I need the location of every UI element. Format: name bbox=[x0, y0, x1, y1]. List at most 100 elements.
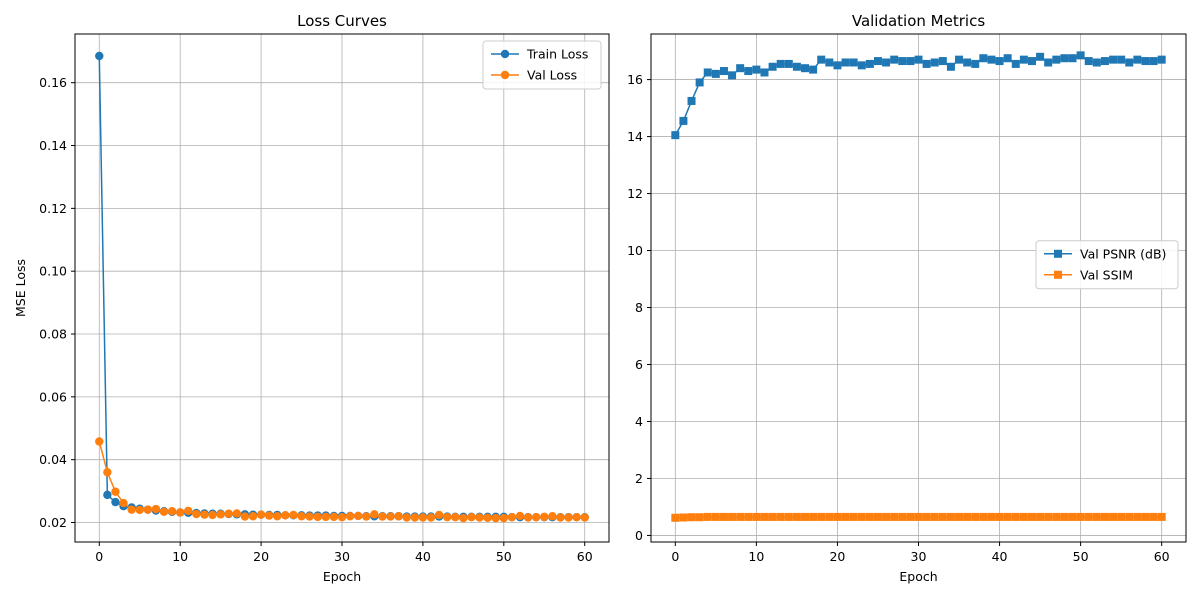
data-point bbox=[1125, 58, 1134, 67]
data-point bbox=[882, 58, 891, 67]
data-point bbox=[760, 68, 769, 77]
data-point bbox=[728, 71, 737, 80]
data-point bbox=[833, 512, 842, 521]
data-point bbox=[687, 513, 696, 522]
data-point bbox=[572, 512, 581, 522]
data-point bbox=[1027, 512, 1036, 521]
data-point bbox=[337, 512, 347, 522]
data-point bbox=[825, 58, 834, 67]
data-point bbox=[1100, 57, 1109, 66]
data-point bbox=[499, 513, 509, 523]
data-point bbox=[744, 512, 753, 521]
data-point bbox=[817, 55, 826, 64]
data-point bbox=[151, 504, 161, 514]
data-point bbox=[1084, 57, 1093, 66]
data-point bbox=[491, 513, 500, 523]
data-point bbox=[711, 512, 720, 521]
data-point bbox=[817, 512, 826, 521]
data-point bbox=[1141, 512, 1150, 521]
data-point bbox=[865, 59, 874, 68]
data-point bbox=[776, 512, 785, 521]
data-point bbox=[111, 497, 120, 507]
data-point bbox=[1076, 51, 1085, 60]
data-point bbox=[1092, 512, 1101, 521]
data-point bbox=[1157, 55, 1166, 64]
data-point bbox=[914, 512, 923, 521]
data-point bbox=[548, 512, 557, 521]
data-point bbox=[1149, 57, 1158, 66]
data-point bbox=[1125, 512, 1134, 521]
data-point bbox=[744, 67, 753, 76]
data-point bbox=[167, 507, 177, 516]
data-point bbox=[801, 512, 810, 521]
chart-title: Loss Curves bbox=[297, 12, 387, 30]
y-tick-label: 0.06 bbox=[39, 389, 67, 404]
data-point bbox=[507, 512, 517, 522]
legend-label: Train Loss bbox=[526, 47, 588, 62]
data-point bbox=[1044, 58, 1053, 67]
data-point bbox=[208, 510, 217, 520]
y-tick-label: 0.10 bbox=[39, 264, 67, 279]
data-point bbox=[890, 512, 899, 521]
data-point bbox=[175, 508, 185, 517]
data-point bbox=[930, 512, 939, 521]
x-tick-label: 30 bbox=[334, 549, 350, 564]
data-point bbox=[273, 512, 282, 521]
data-point bbox=[370, 510, 379, 519]
data-point bbox=[703, 68, 712, 77]
data-point bbox=[467, 512, 476, 522]
data-point bbox=[378, 512, 387, 521]
data-point bbox=[386, 512, 395, 521]
data-point bbox=[695, 78, 704, 87]
data-point bbox=[736, 512, 745, 521]
data-point bbox=[1019, 512, 1028, 521]
data-point bbox=[451, 512, 460, 522]
data-point bbox=[515, 511, 525, 521]
data-point bbox=[1109, 55, 1118, 64]
data-point bbox=[434, 510, 444, 520]
data-point bbox=[736, 64, 745, 73]
data-point bbox=[289, 510, 298, 520]
data-point bbox=[313, 512, 322, 522]
data-point bbox=[523, 513, 533, 522]
data-point bbox=[922, 59, 931, 68]
data-point bbox=[475, 513, 484, 522]
data-point bbox=[305, 512, 314, 521]
y-tick-label: 14 bbox=[627, 129, 643, 144]
plot-area bbox=[95, 51, 589, 523]
data-point bbox=[95, 51, 104, 61]
data-point bbox=[768, 512, 777, 521]
data-point bbox=[1133, 512, 1142, 521]
data-point bbox=[184, 506, 193, 516]
legend-label: Val Loss bbox=[527, 68, 577, 83]
x-tick-label: 20 bbox=[829, 549, 845, 564]
data-point bbox=[127, 505, 136, 514]
y-tick-label: 2 bbox=[635, 471, 643, 486]
data-point bbox=[564, 513, 573, 522]
data-point bbox=[418, 513, 428, 522]
data-point bbox=[200, 510, 209, 519]
data-point bbox=[784, 59, 793, 68]
data-point bbox=[938, 57, 947, 66]
data-point bbox=[1052, 55, 1061, 64]
data-point bbox=[540, 512, 549, 522]
data-point bbox=[719, 67, 728, 76]
legend-marker bbox=[1054, 249, 1062, 258]
data-point bbox=[281, 511, 290, 520]
x-tick-label: 10 bbox=[748, 549, 764, 564]
data-point bbox=[264, 511, 274, 520]
data-point bbox=[1011, 512, 1020, 521]
legend-marker bbox=[500, 49, 510, 59]
legend-box bbox=[1035, 240, 1179, 290]
data-point bbox=[671, 131, 680, 140]
data-point bbox=[857, 512, 866, 521]
data-point bbox=[703, 512, 712, 521]
y-tick-label: 6 bbox=[635, 357, 643, 372]
data-point bbox=[752, 512, 761, 521]
data-point bbox=[1157, 512, 1166, 521]
data-point bbox=[873, 57, 882, 66]
legend-marker bbox=[1054, 270, 1062, 279]
x-tick-label: 50 bbox=[496, 549, 512, 564]
data-point bbox=[963, 512, 972, 521]
